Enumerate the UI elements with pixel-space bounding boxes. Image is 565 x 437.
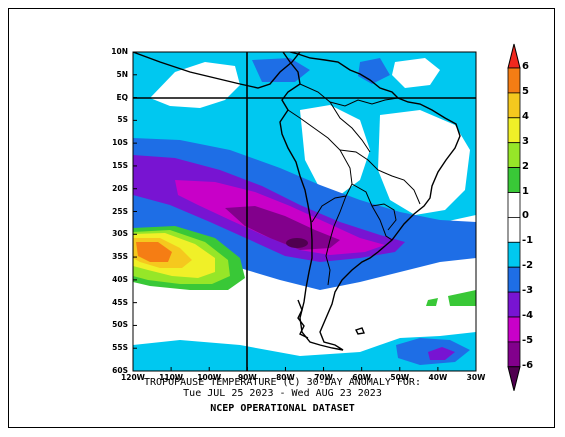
- colorbar-box: [507, 167, 521, 193]
- colorbar-box: [507, 266, 521, 293]
- darkest-anomaly-core: [286, 238, 308, 248]
- colorbar-box: [507, 117, 521, 144]
- colorbar-level-label: -6: [522, 359, 534, 371]
- lon-label: 80W: [276, 373, 295, 382]
- colorbar-level-label: 5: [522, 85, 529, 97]
- lon-label: 40W: [428, 373, 448, 382]
- lat-label: 40S: [112, 274, 128, 284]
- colorbar-box: [507, 316, 521, 343]
- neutral-patches: [150, 58, 470, 215]
- coastline-south-america: [133, 52, 461, 351]
- colorbar-level-label: 0: [522, 210, 529, 222]
- map-title-line2: Tue JUL 25 2023 - Wed AUG 23 2023: [183, 388, 382, 399]
- colorbar-level-label: 1: [522, 185, 529, 197]
- colorbar-box: [507, 241, 521, 268]
- colorbar-box: [507, 291, 521, 318]
- colorbar-box: [507, 142, 521, 168]
- lat-label: 35S: [112, 252, 128, 262]
- lat-label: 15S: [112, 160, 128, 170]
- map-title-line1: TROPOPAUSE TEMPERATURE (C) 30-DAY ANOMAL…: [144, 377, 421, 388]
- lat-label: 50S: [112, 320, 128, 330]
- colorbar-box: [507, 67, 521, 94]
- lon-label: 50W: [390, 373, 410, 382]
- lat-label: 55S: [112, 343, 128, 353]
- warm-anomaly-region: [133, 226, 476, 306]
- colorbar-level-label: -2: [522, 260, 534, 272]
- lon-label: 120W: [121, 373, 145, 382]
- lat-label: 45S: [112, 297, 128, 307]
- colorbar-level-label: 2: [522, 160, 529, 172]
- colorbar-level-label: 3: [522, 135, 529, 147]
- lat-label: 10S: [112, 138, 128, 148]
- lat-label: 20S: [112, 183, 128, 193]
- lon-label: 110W: [159, 373, 184, 382]
- colorbar-bottom-arrow: [507, 366, 521, 391]
- colorbar-level-label: -1: [522, 235, 534, 247]
- axis-ticks: [132, 51, 477, 372]
- lat-label: 25S: [112, 206, 128, 216]
- lon-label: 100W: [197, 373, 222, 382]
- lon-label: 70W: [314, 373, 333, 382]
- colorbar-box: [507, 216, 521, 243]
- colorbar-level-label: 4: [522, 110, 529, 122]
- lon-label: 90W: [237, 373, 257, 382]
- lat-label: 5N: [116, 69, 129, 79]
- dataset-source: NCEP OPERATIONAL DATASET: [210, 403, 355, 414]
- lat-label: 60S: [112, 366, 128, 375]
- lon-label: 30W: [466, 373, 486, 382]
- country-borders: [287, 83, 421, 286]
- lat-label: 30S: [112, 229, 128, 239]
- colorbar-level-label: -4: [522, 310, 534, 321]
- colorbar-level-label: -3: [522, 285, 534, 297]
- colorbar-box: [507, 92, 521, 119]
- colorbar-box: [507, 341, 521, 368]
- lat-label: 10N: [111, 47, 128, 56]
- colorbar-level-label: 6: [522, 61, 529, 72]
- colorbar-level-label: -5: [522, 334, 534, 346]
- lon-label: 60W: [352, 373, 372, 382]
- colorbar-top-arrow: [507, 43, 521, 69]
- lat-label: 5S: [117, 115, 128, 125]
- colorbar-box: [507, 192, 521, 218]
- lat-label: EQ: [116, 92, 129, 102]
